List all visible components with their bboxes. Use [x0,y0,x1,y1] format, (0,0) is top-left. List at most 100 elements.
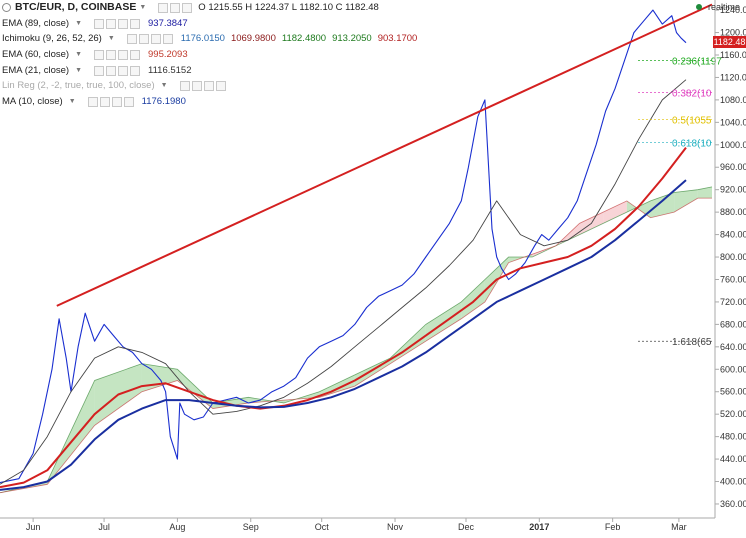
indicator-row[interactable]: Ichimoku (9, 26, 52, 26) ▼ 1176.0150 1069.9… [2,31,423,47]
indicators-icon[interactable] [182,2,193,13]
fib-level-label: 0.618(10 [672,139,712,150]
y-tick-label: 480.00 [720,432,746,442]
close-line[interactable] [0,9,687,484]
fib-levels: 0.236(1197 0.382(10 0.5(1055 0.618(10 1.618(… [638,57,722,348]
y-tick-label: 1120.00 [720,72,746,82]
ema21-line[interactable] [0,79,687,485]
indicator-values: 1176.0150 1069.9800 1182.4800 913.2050 903.1… [181,31,424,47]
add-icon[interactable] [111,96,122,107]
low-value: 1182.10 [299,2,334,13]
x-tick-label: Oct [315,522,330,532]
cloud-segment [212,397,249,409]
indicator-row[interactable]: EMA (21, close) ▼ 1116.5152 [2,63,423,79]
settings-icon[interactable] [106,18,116,29]
cloud-segment [390,324,426,364]
visibility-icon[interactable] [87,96,98,107]
settings-icon[interactable] [191,81,202,92]
y-tick-label: 1200.00 [720,28,746,38]
settings-icon[interactable] [99,96,110,107]
indicator-value: 995.2093 [148,49,188,61]
close-icon[interactable] [162,34,173,45]
symbol-circle-icon[interactable] [2,3,11,13]
settings-icon[interactable] [158,2,169,13]
indicator-row[interactable]: EMA (60, close) ▼ 995.2093 [2,47,423,63]
y-axis[interactable]: 1240.00 1200.00 1160.00 1120.00 1080.00 1040.… [715,5,746,509]
indicator-menu-icon[interactable]: ▼ [107,35,115,43]
x-tick-label: Feb [605,522,621,532]
close-icon[interactable] [130,18,140,29]
cloud-segment [141,363,178,392]
compare-icon[interactable] [170,2,181,13]
close-icon[interactable] [130,65,140,76]
indicator-name[interactable]: EMA (60, close) [2,49,70,61]
symbol-label[interactable]: BTC/EUR, D, COINBASE [15,1,137,13]
fib-level-label: 1.618(65 [672,337,712,348]
indicator-name[interactable]: Lin Reg (2, -2, true, true, 100, close) [2,80,155,92]
y-tick-label: 800.00 [720,252,746,262]
indicator-menu-icon[interactable]: ▼ [75,51,82,59]
add-icon[interactable] [118,49,128,60]
y-tick-label: 880.00 [720,207,746,217]
close-icon[interactable] [215,81,226,92]
y-tick-label: 960.00 [720,162,746,172]
indicator-menu-icon[interactable]: ▼ [75,19,82,27]
visibility-icon[interactable] [94,65,104,76]
y-tick-label: 1040.00 [720,117,746,127]
cloud-segment [650,192,675,218]
settings-icon[interactable] [106,49,116,60]
y-tick-label: 920.00 [720,185,746,195]
y-tick-label: 760.00 [720,274,746,284]
indicator-name[interactable]: EMA (89, close) [2,17,70,29]
y-tick-label: 720.00 [720,297,746,307]
realtime-status: realtime [696,2,740,12]
y-tick-label: 1080.00 [720,95,746,105]
indicator-value: 1176.1980 [141,96,186,108]
x-axis[interactable]: Jun Jul Aug Sep Oct Nov Dec 2017 Feb Mar [26,518,687,532]
add-icon[interactable] [150,34,161,45]
open-value: 1215.55 [208,2,243,13]
indicator-row[interactable]: MA (10, close) ▼ 1176.1980 [2,94,423,110]
trendline-line[interactable] [56,3,713,307]
visibility-icon[interactable] [126,34,137,45]
indicator-values: 995.2093 [148,47,194,63]
y-tick-label: 600.00 [720,364,746,374]
indicator-name[interactable]: MA (10, close) [2,96,63,108]
y-tick-label: 840.00 [720,230,746,240]
indicator-value: 1182.4800 [281,33,327,45]
add-icon[interactable] [203,81,214,92]
last-price-tag: 1182.48 [713,36,746,49]
ohlc-readout: O 1215.55 H 1224.37 L 1182.10 C 1182.48 [198,0,379,16]
ema60-line[interactable] [0,146,687,489]
ema89-line[interactable] [0,179,687,491]
cloud-segment [674,189,698,213]
high-label: H [245,2,253,13]
x-tick-label: Dec [458,522,475,532]
settings-icon[interactable] [138,34,149,45]
indicator-menu-icon[interactable]: ▼ [75,66,82,74]
symbol-menu-icon[interactable]: ▼ [139,4,147,11]
close-icon[interactable] [123,96,134,107]
realtime-dot-icon [696,4,703,10]
x-tick-label: Jun [26,522,41,532]
settings-icon[interactable] [106,65,116,76]
indicator-menu-icon[interactable]: ▼ [68,98,76,106]
add-icon[interactable] [118,65,128,76]
indicator-name[interactable]: Ichimoku (9, 26, 52, 26) [2,33,102,45]
realtime-label: realtime [707,2,740,12]
indicator-name[interactable]: EMA (21, close) [2,64,70,76]
x-tick-label: Mar [671,522,687,532]
visibility-icon[interactable] [179,81,190,92]
indicator-row[interactable]: EMA (89, close) ▼ 937.3847 [2,16,423,32]
visibility-icon[interactable] [94,18,104,29]
add-icon[interactable] [118,18,128,29]
indicator-menu-icon[interactable]: ▼ [160,82,168,90]
close-icon[interactable] [130,49,140,60]
indicator-legend: BTC/EUR, D, COINBASE ▼ O 1215.55 H 1224.… [2,0,423,110]
y-tick-label: 640.00 [720,342,746,352]
cloud-segment [697,186,712,199]
symbol-header: BTC/EUR, D, COINBASE ▼ O 1215.55 H 1224.… [2,0,423,16]
x-tick-label: Aug [169,522,185,532]
visibility-icon[interactable] [94,49,104,60]
indicator-row[interactable]: Lin Reg (2, -2, true, true, 100, close) ▼ [2,78,423,94]
